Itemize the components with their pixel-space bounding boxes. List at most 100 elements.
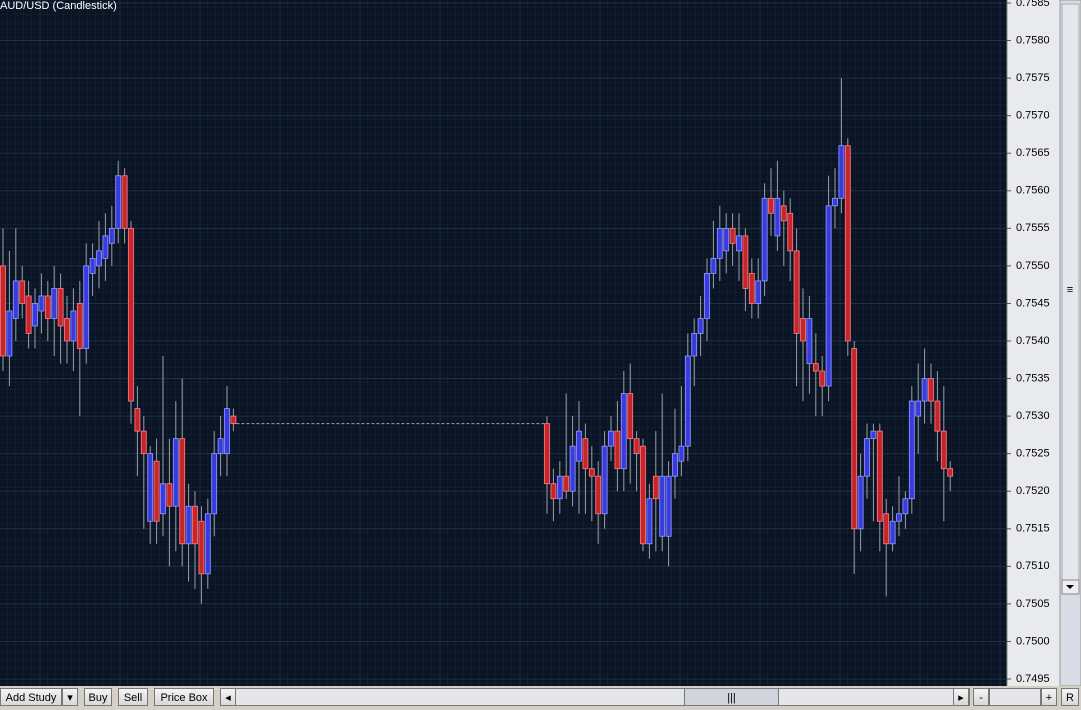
- candle-body: [614, 430, 621, 470]
- candle-body: [601, 445, 608, 515]
- candle-body: [736, 235, 742, 252]
- candle-body: [864, 438, 870, 477]
- y-tick-label: 0.7525: [1016, 448, 1050, 460]
- candle-body: [51, 288, 58, 319]
- candle-body: [576, 430, 582, 462]
- candle-body: [12, 280, 19, 319]
- scroll-thumb-h[interactable]: |||: [684, 688, 779, 706]
- candle-body: [192, 505, 198, 545]
- candle-body: [902, 498, 909, 515]
- y-tick-label: 0.7500: [1016, 635, 1050, 647]
- y-tick-label: 0.7520: [1016, 485, 1050, 497]
- candle-body: [108, 227, 115, 244]
- candle-body: [697, 318, 704, 334]
- zoom-slider[interactable]: [989, 688, 1041, 706]
- candle-body: [876, 430, 883, 522]
- reset-button[interactable]: R: [1061, 688, 1079, 706]
- chart: ≡ AUD/USD (Candlestick) 0.7495 0.7500 0.75…: [0, 0, 1081, 686]
- candle-body: [179, 438, 186, 545]
- candle-body: [25, 295, 32, 334]
- candle-body: [96, 250, 102, 267]
- candle-body: [230, 415, 237, 425]
- candle-body: [595, 475, 602, 515]
- sell-button[interactable]: Sell: [118, 688, 148, 706]
- candle-body: [185, 505, 192, 545]
- y-tick-label: 0.7585: [1016, 0, 1050, 9]
- candle-body: [787, 212, 794, 252]
- fine-grid: [0, 0, 1007, 686]
- candle-body: [102, 235, 109, 259]
- candle-body: [928, 378, 934, 402]
- candle-body: [908, 400, 915, 500]
- candle-body: [646, 498, 653, 545]
- candle-body: [224, 408, 230, 455]
- y-tick-label: 0.7540: [1016, 335, 1050, 347]
- candle-body: [217, 438, 224, 455]
- candle-body: [659, 475, 666, 537]
- y-tick-label: 0.7555: [1016, 222, 1050, 234]
- candle-body: [569, 445, 576, 492]
- candle-body: [921, 378, 928, 402]
- candle-body: [819, 370, 826, 387]
- dropdown-button[interactable]: ▾: [62, 688, 78, 706]
- candle-body: [768, 197, 774, 214]
- candle-body: [678, 445, 685, 462]
- candle-body: [627, 393, 634, 440]
- candle-body: [806, 318, 813, 364]
- candle-body: [44, 295, 51, 319]
- candle-body: [851, 348, 858, 530]
- zoom-in-button[interactable]: +: [1041, 688, 1057, 706]
- candle-body: [838, 145, 845, 199]
- plot: [0, 0, 1007, 686]
- candle-body: [665, 475, 672, 537]
- candle-body: [198, 520, 205, 575]
- candle-body: [729, 227, 736, 244]
- candle-body: [915, 400, 922, 417]
- y-tick-label: 0.7575: [1016, 72, 1050, 84]
- candle-body: [774, 197, 781, 237]
- y-tick-label: 0.7535: [1016, 372, 1050, 384]
- candle-body: [57, 288, 64, 327]
- price-box-button[interactable]: Price Box: [154, 688, 214, 706]
- candle-body: [563, 475, 570, 492]
- candle-body: [793, 250, 800, 334]
- y-tick-label: 0.7560: [1016, 185, 1050, 197]
- candle-body: [748, 272, 755, 304]
- candle-body: [160, 483, 166, 515]
- candle-body: [812, 363, 819, 372]
- candle-body: [640, 445, 646, 545]
- candle-body: [32, 303, 38, 327]
- price-axis-panel: [1007, 0, 1060, 686]
- candle-body: [172, 438, 179, 507]
- candle-body: [83, 265, 90, 349]
- horizontal-scrollbar[interactable]: [220, 688, 970, 706]
- y-tick-label: 0.7550: [1016, 260, 1050, 272]
- zoom-out-button[interactable]: -: [973, 688, 989, 706]
- buy-button[interactable]: Buy: [84, 688, 112, 706]
- candle-body: [742, 235, 749, 289]
- candle-body: [947, 468, 954, 477]
- scroll-left[interactable]: ◂: [220, 688, 236, 706]
- candle-body: [550, 483, 557, 500]
- candle-body: [0, 265, 6, 357]
- y-tick-label: 0.7515: [1016, 523, 1050, 535]
- candle-body: [716, 227, 723, 259]
- candle-body: [633, 438, 640, 455]
- candle-body: [844, 145, 851, 342]
- candle-body: [19, 280, 26, 304]
- add-study-button[interactable]: Add Study: [0, 688, 62, 706]
- candle-body: [761, 197, 768, 282]
- candle-body: [6, 310, 13, 357]
- candle-body: [128, 227, 134, 402]
- candle-body: [608, 430, 614, 447]
- candle-body: [857, 475, 864, 530]
- candle-body: [140, 430, 147, 455]
- candle-body: [832, 197, 838, 207]
- candle-body: [582, 438, 589, 470]
- scroll-right[interactable]: ▸: [953, 688, 969, 706]
- y-tick-label: 0.7505: [1016, 598, 1050, 610]
- candle-body: [691, 333, 698, 357]
- candle-body: [211, 453, 218, 515]
- candle-body: [115, 175, 122, 229]
